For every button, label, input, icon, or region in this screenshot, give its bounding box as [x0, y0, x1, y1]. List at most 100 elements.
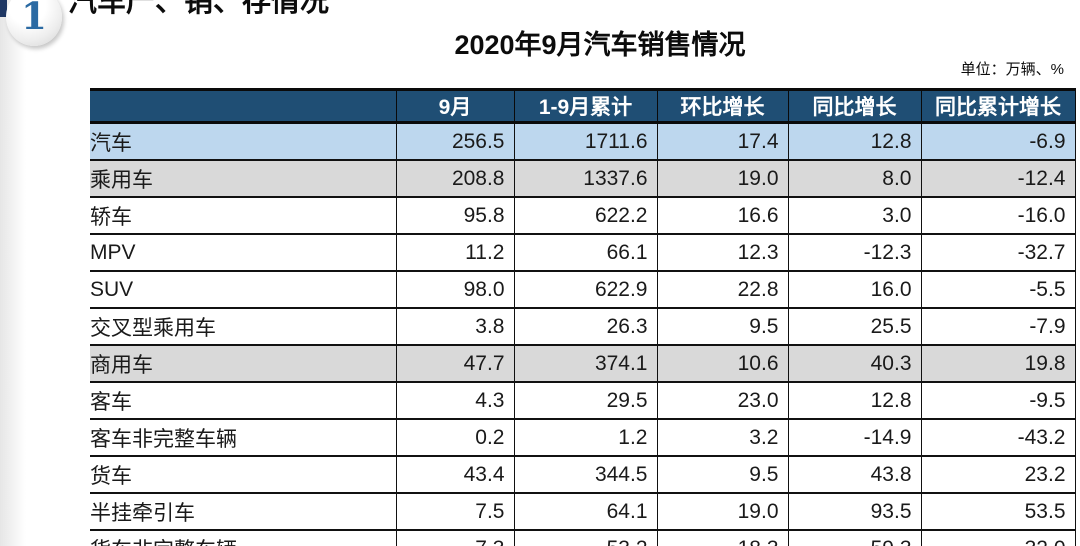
value-cell: 7.3 — [396, 530, 515, 546]
value-cell: 10.6 — [657, 345, 789, 383]
corner-accent — [0, 0, 7, 17]
table-row: 汽车 256.5 1711.6 17.4 12.8 -6.9 — [90, 122, 1076, 161]
value-cell: 66.1 — [514, 234, 658, 272]
value-cell: 1337.6 — [514, 160, 658, 198]
section-number-badge: 1 — [6, 0, 62, 46]
value-cell: 47.7 — [396, 345, 515, 383]
value-cell: 12.3 — [657, 234, 789, 272]
row-label: 客车非完整车辆 — [90, 419, 397, 457]
table-row: SUV 98.0 622.9 22.8 16.0 -5.5 — [90, 271, 1076, 309]
value-cell: -43.2 — [921, 419, 1076, 457]
value-cell: 32.0 — [921, 530, 1076, 546]
value-cell: 3.8 — [396, 308, 515, 346]
column-header: 9月 — [396, 88, 515, 124]
value-cell: 3.2 — [657, 419, 789, 457]
value-cell: -7.9 — [921, 308, 1076, 346]
section-number: 1 — [21, 0, 47, 38]
value-cell: 9.5 — [657, 308, 789, 346]
value-cell: 59.3 — [788, 530, 922, 546]
value-cell: 344.5 — [514, 456, 658, 494]
row-label: 交叉型乘用车 — [90, 308, 397, 346]
left-edge-gradient — [0, 0, 26, 546]
value-cell: 43.8 — [788, 456, 922, 494]
value-cell: 622.9 — [514, 271, 658, 309]
value-cell: -12.4 — [921, 160, 1076, 198]
value-cell: 93.5 — [788, 493, 922, 531]
table-row: 乘用车 208.8 1337.6 19.0 8.0 -12.4 — [90, 160, 1076, 198]
value-cell: -6.9 — [921, 122, 1076, 161]
table-row: 货车 43.4 344.5 9.5 43.8 23.2 — [90, 456, 1076, 494]
row-label: MPV — [90, 234, 397, 272]
column-header: 1-9月累计 — [514, 88, 658, 124]
row-label: 乘用车 — [90, 160, 397, 198]
table-row: 客车 4.3 29.5 23.0 12.8 -9.5 — [90, 382, 1076, 420]
value-cell: -16.0 — [921, 197, 1076, 235]
value-cell: 25.5 — [788, 308, 922, 346]
row-label: SUV — [90, 271, 397, 309]
value-cell: 43.4 — [396, 456, 515, 494]
table-header-row: 9月 1-9月累计 环比增长 同比增长 同比累计增长 — [90, 88, 1076, 124]
column-header: 同比增长 — [788, 88, 922, 124]
value-cell: 95.8 — [396, 197, 515, 235]
value-cell: 4.3 — [396, 382, 515, 420]
value-cell: 23.0 — [657, 382, 789, 420]
row-label: 轿车 — [90, 197, 397, 235]
value-cell: 1.2 — [514, 419, 658, 457]
value-cell: 16.0 — [788, 271, 922, 309]
table-row: 轿车 95.8 622.2 16.6 3.0 -16.0 — [90, 197, 1076, 235]
value-cell: 23.2 — [921, 456, 1076, 494]
table-row: 交叉型乘用车 3.8 26.3 9.5 25.5 -7.9 — [90, 308, 1076, 346]
value-cell: 19.0 — [657, 493, 789, 531]
value-cell: 12.8 — [788, 382, 922, 420]
value-cell: 29.5 — [514, 382, 658, 420]
value-cell: 11.2 — [396, 234, 515, 272]
value-cell: 53.2 — [514, 530, 658, 546]
value-cell: 64.1 — [514, 493, 658, 531]
table-row: 商用车 47.7 374.1 10.6 40.3 19.8 — [90, 345, 1076, 383]
value-cell: 256.5 — [396, 122, 515, 161]
value-cell: -12.3 — [788, 234, 922, 272]
table-row: 客车非完整车辆 0.2 1.2 3.2 -14.9 -43.2 — [90, 419, 1076, 457]
value-cell: -5.5 — [921, 271, 1076, 309]
row-label: 商用车 — [90, 345, 397, 383]
row-label: 货车非完整车辆 — [90, 530, 397, 546]
row-label: 汽车 — [90, 122, 397, 161]
value-cell: 1711.6 — [514, 122, 658, 161]
value-cell: 19.8 — [921, 345, 1076, 383]
table-row: MPV 11.2 66.1 12.3 -12.3 -32.7 — [90, 234, 1076, 272]
value-cell: 12.8 — [788, 122, 922, 161]
value-cell: 19.0 — [657, 160, 789, 198]
value-cell: 53.5 — [921, 493, 1076, 531]
value-cell: -14.9 — [788, 419, 922, 457]
row-label: 客车 — [90, 382, 397, 420]
value-cell: -32.7 — [921, 234, 1076, 272]
value-cell: 208.8 — [396, 160, 515, 198]
value-cell: 9.5 — [657, 456, 789, 494]
column-header: 环比增长 — [657, 88, 789, 124]
value-cell: 18.3 — [657, 530, 789, 546]
value-cell: 622.2 — [514, 197, 658, 235]
value-cell: 8.0 — [788, 160, 922, 198]
row-label: 半挂牵引车 — [90, 493, 397, 531]
value-cell: 0.2 — [396, 419, 515, 457]
sales-table: 9月 1-9月累计 环比增长 同比增长 同比累计增长 汽车 256.5 1711.6 17.4… — [90, 88, 1076, 546]
table-row: 货车非完整车辆7.353.218.359.332.0 — [90, 530, 1076, 546]
unit-note: 单位：万辆、% — [960, 61, 1064, 78]
value-cell: 3.0 — [788, 197, 922, 235]
value-cell: 26.3 — [514, 308, 658, 346]
table-row: 半挂牵引车 7.5 64.1 19.0 93.5 53.5 — [90, 493, 1076, 531]
table-title: 2020年9月汽车销售情况 — [454, 30, 746, 60]
corner-header-cell — [90, 88, 397, 124]
row-label: 货车 — [90, 456, 397, 494]
value-cell: 40.3 — [788, 345, 922, 383]
section-title: 汽车产、销、存情况 — [68, 0, 330, 18]
value-cell: 374.1 — [514, 345, 658, 383]
column-header: 同比累计增长 — [921, 88, 1076, 124]
value-cell: 16.6 — [657, 197, 789, 235]
value-cell: 17.4 — [657, 122, 789, 161]
value-cell: 98.0 — [396, 271, 515, 309]
value-cell: 22.8 — [657, 271, 789, 309]
value-cell: 7.5 — [396, 493, 515, 531]
value-cell: -9.5 — [921, 382, 1076, 420]
